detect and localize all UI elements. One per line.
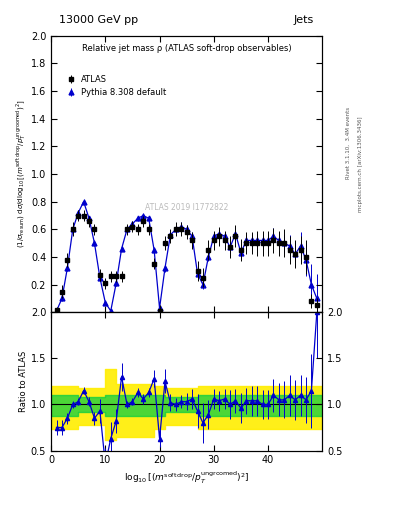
Text: ATLAS 2019 I1772822: ATLAS 2019 I1772822 <box>145 203 228 212</box>
X-axis label: $\log_{10}[(m^{\mathrm{soft\,drop}}/p_T^{\mathrm{ungroomed}})^2]$: $\log_{10}[(m^{\mathrm{soft\,drop}}/p_T^… <box>124 470 250 486</box>
Text: mcplots.cern.ch [arXiv:1306.3436]: mcplots.cern.ch [arXiv:1306.3436] <box>358 116 363 211</box>
Text: 13000 GeV pp: 13000 GeV pp <box>59 15 138 25</box>
Text: Jets: Jets <box>294 15 314 25</box>
Y-axis label: $(1/\sigma_\mathrm{resum})\ \mathrm{d}\sigma/\mathrm{d}\log_{10}[(m^\mathrm{soft: $(1/\sigma_\mathrm{resum})\ \mathrm{d}\s… <box>15 100 28 248</box>
Legend: ATLAS, Pythia 8.308 default: ATLAS, Pythia 8.308 default <box>62 72 169 100</box>
Text: Relative jet mass ρ (ATLAS soft-drop observables): Relative jet mass ρ (ATLAS soft-drop obs… <box>82 44 292 53</box>
Text: Rivet 3.1.10,  3.4M events: Rivet 3.1.10, 3.4M events <box>346 108 351 179</box>
Y-axis label: Ratio to ATLAS: Ratio to ATLAS <box>19 351 28 412</box>
